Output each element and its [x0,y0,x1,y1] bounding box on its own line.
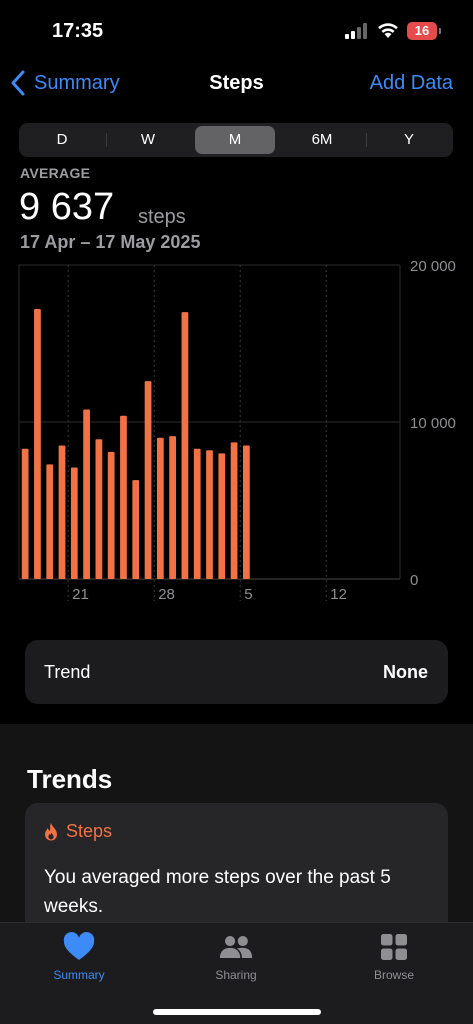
step-bar [144,381,152,579]
step-bar [132,480,140,579]
heart-icon [63,932,95,960]
step-bar [218,453,226,579]
y-tick-label: 20 000 [410,258,456,275]
step-bar [242,445,250,579]
trend-card-title: Steps [66,821,113,841]
step-bar [107,451,115,579]
step-bar [156,437,164,579]
page-title: Steps [209,72,264,94]
status-time: 17:35 [52,20,104,42]
step-bar [70,467,78,579]
flame-icon [45,822,57,840]
trend-card-header: Steps [42,821,112,842]
tab-bar: Summary Sharing Browse [0,922,473,1024]
step-bar [181,312,189,579]
step-bar [95,439,103,579]
cellular-signal-icon [345,23,369,39]
segment-week[interactable]: W [140,131,156,148]
trend-card-text: You averaged more steps over the past 5 … [44,867,391,917]
step-bar [193,448,201,579]
x-tick-label: 5 [244,586,252,603]
y-tick-label: 10 000 [410,415,456,432]
tab-browse[interactable]: Browse [344,932,444,982]
period-segmented-control: D W M 6M Y [19,123,453,157]
y-tick-label: 0 [410,572,418,589]
segment-month[interactable]: M [195,126,275,154]
steps-bar-chart[interactable]: 20 000 10 000 0 21 28 5 12 [0,255,473,615]
step-bar [46,464,54,579]
x-tick-label: 28 [158,586,175,603]
segment-day[interactable]: D [56,131,68,148]
date-range: 17 Apr – 17 May 2025 [20,232,201,252]
add-data-button[interactable]: Add Data [369,72,453,94]
segment-6-months[interactable]: 6M [311,131,333,148]
step-bar [206,450,213,579]
step-bar [21,448,29,579]
grid-icon [381,934,407,960]
tab-summary[interactable]: Summary [29,932,129,982]
battery-icon: 16 [407,22,441,40]
wifi-icon [378,23,398,38]
segment-year[interactable]: Y [403,131,414,148]
chevron-left-icon [11,70,25,96]
step-bar [34,308,41,579]
people-icon [219,935,253,959]
tab-sharing[interactable]: Sharing [186,932,286,982]
tab-summary-label: Summary [53,968,105,982]
step-bar [169,436,177,579]
segment-divider [366,133,367,147]
step-bar [83,409,90,579]
trend-row[interactable]: Trend None [25,640,448,704]
steps-trend-card[interactable]: Steps You averaged more steps over the p… [25,803,448,943]
step-bar [230,442,238,579]
step-bar [58,445,66,579]
status-bar: 17:35 16 [0,0,473,56]
average-label: AVERAGE [20,165,91,181]
trend-label: Trend [44,662,91,682]
step-bar [120,415,127,579]
home-indicator [153,1009,321,1015]
steps-chart-card: D W M 6M Y AVERAGE 9 637 steps 17 Apr – … [0,110,473,724]
average-unit: steps [138,206,186,228]
segment-divider [106,133,107,147]
tab-browse-label: Browse [373,968,414,982]
tab-sharing-label: Sharing [215,968,257,982]
back-button[interactable]: Summary [10,70,120,96]
x-tick-label: 12 [330,586,347,603]
navigation-bar: Summary Steps Add Data [0,60,473,108]
x-tick-label: 21 [72,586,89,603]
trend-value: None [383,662,428,682]
average-value: 9 637 [19,186,115,228]
back-button-label: Summary [34,71,120,94]
trends-title: Trends [27,764,113,794]
